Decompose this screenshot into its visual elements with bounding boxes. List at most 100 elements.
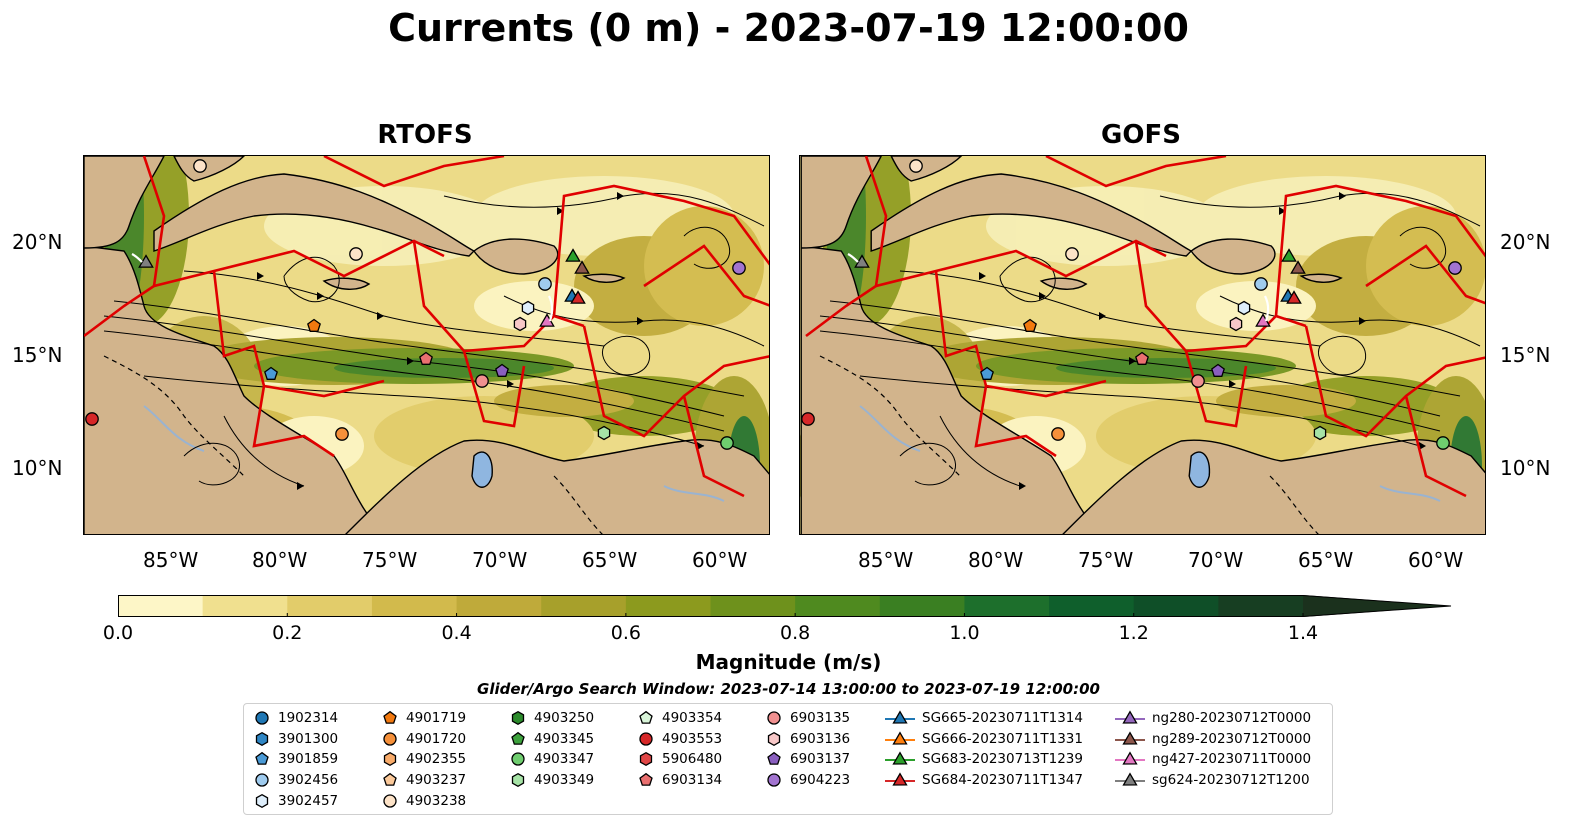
streamline [183, 442, 240, 486]
legend-item: 6903137 [764, 749, 850, 770]
legend-marker-icon [767, 773, 781, 787]
eez-boundary-line [323, 156, 505, 188]
eez-boundary-line [1045, 156, 1227, 188]
legend-label: 4903237 [406, 772, 467, 789]
legend-item: 4903237 [380, 770, 466, 791]
eez-boundary-line [582, 325, 769, 438]
lon-label-65w-left: 65°W [582, 548, 638, 572]
legend-marker-icon [383, 711, 397, 725]
legend-item: SG684-20230711T1347 [884, 770, 1083, 791]
marker-4903347 [1436, 436, 1450, 450]
legend-label: SG665-20230711T1314 [922, 710, 1083, 727]
yucatan-land [800, 156, 882, 249]
legend-item: 3901859 [252, 749, 338, 770]
legend-item: SG666-20230711T1331 [884, 729, 1083, 750]
lat-label-10n-left: 10°N [12, 456, 63, 480]
marker-3902456 [538, 277, 552, 291]
legend-label: 4901720 [406, 730, 467, 747]
marker-4903553 [85, 412, 99, 426]
lat-label-10n-right: 10°N [1500, 456, 1551, 480]
legend-marker [639, 711, 653, 725]
legend-marker-icon [885, 751, 915, 766]
legend-marker [511, 731, 525, 745]
legend-item: 3902456 [252, 770, 338, 791]
panel-title-gofs: GOFS [1101, 120, 1181, 150]
cuba-land [870, 173, 1193, 257]
colorbar-segment [1049, 595, 1135, 617]
streamline-arrow [1359, 317, 1366, 325]
streamline-arrow [979, 272, 986, 280]
streamline [999, 256, 1056, 303]
legend-item: SG683-20230713T1239 [884, 749, 1083, 770]
lon-label-85w-left: 85°W [143, 548, 199, 572]
eez-boundary-line [1304, 325, 1485, 438]
legend-marker-icon [1115, 751, 1145, 766]
legend-item: 5906480 [636, 749, 722, 770]
streamline-arrow [1019, 482, 1026, 490]
cuba-land [153, 173, 476, 257]
legend-marker-icon [511, 752, 525, 767]
legend-marker [255, 731, 269, 746]
map-panel-rtofs [83, 155, 770, 535]
legend: 1902314 3901300 3901859 3902456 3902457 49017… [243, 703, 1333, 815]
river-line [663, 485, 725, 502]
marker-3902457 [1237, 300, 1251, 316]
streamline [829, 300, 1461, 397]
legend-marker-icon [255, 752, 269, 766]
legend-label: sg624-20230712T1200 [1152, 772, 1310, 789]
legend-marker-icon [767, 711, 781, 725]
lon-label-60w-left: 60°W [692, 548, 748, 572]
colorbar-tick-labels: 0.0 0.2 0.4 0.6 0.8 1.0 1.2 1.4 [103, 622, 1318, 646]
legend-label: 3901300 [278, 730, 339, 747]
central-america-land [800, 245, 1101, 534]
legend-marker [1122, 751, 1138, 766]
lon-label-80w-right: 80°W [968, 548, 1024, 572]
marker-6903134 [419, 351, 433, 365]
glider-track [131, 253, 143, 263]
streamline-arrow [1229, 380, 1236, 388]
marker-4903238-b [1065, 247, 1079, 261]
legend-marker [511, 773, 525, 788]
streamline-arrow [617, 192, 624, 200]
colorbar-extend-arrow [1303, 595, 1451, 617]
eez-boundary-line [552, 184, 769, 317]
legend-label: 6903135 [790, 710, 851, 727]
legend-marker-icon [639, 711, 653, 725]
marker-4901719 [1023, 318, 1037, 332]
streamline-arrow [697, 442, 704, 450]
legend-marker-icon [511, 773, 525, 788]
legend-item: 1902314 [252, 708, 338, 729]
legend-item: sg624-20230712T1200 [1114, 770, 1311, 791]
platform-markers [85, 159, 746, 450]
legend-marker [383, 772, 397, 786]
figure-title: Currents (0 m) - 2023-07-19 12:00:00 [388, 6, 1189, 50]
legend-label: 1902314 [278, 710, 339, 727]
legend-marker-icon [255, 731, 269, 746]
marker-sg684 [570, 290, 586, 304]
legend-item: 6903134 [636, 770, 722, 791]
legend-marker [255, 773, 269, 787]
legend-item: 4903250 [508, 708, 594, 729]
glider-track [1264, 295, 1270, 322]
streamline-arrow [557, 207, 564, 215]
marker-sg683 [1281, 248, 1297, 262]
marker-4903349 [597, 425, 611, 441]
eez-boundary-line [864, 156, 1167, 288]
legend-item: 4903349 [508, 770, 594, 791]
legend-column: 4901719 4901720 4902355 4903237 4903238 [380, 708, 466, 811]
legend-label: 3902456 [278, 772, 339, 789]
legend-item: SG665-20230711T1314 [884, 708, 1083, 729]
legend-marker [383, 732, 397, 746]
colorbar-segment [118, 595, 204, 617]
lon-label-70w-left: 70°W [472, 548, 528, 572]
lake-maracaibo [1188, 451, 1211, 488]
legend-marker-icon [885, 772, 915, 786]
map-panel-gofs [799, 155, 1486, 535]
legend-marker [892, 731, 908, 745]
marker-sg683 [565, 248, 581, 262]
streamline [113, 300, 745, 397]
streamline-arrow [257, 272, 264, 280]
streamlines [819, 192, 1481, 490]
legend-marker [383, 711, 397, 725]
river-line [1379, 485, 1441, 502]
